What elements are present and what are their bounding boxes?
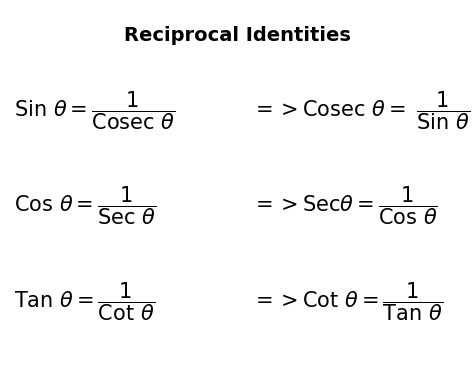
Text: $\mathrm{Sin}\ \theta = \dfrac{1}{\mathrm{Cosec}\ \theta}$: $\mathrm{Sin}\ \theta = \dfrac{1}{\mathr…: [14, 89, 176, 132]
Text: $=>\mathrm{Cosec}\ \theta =\ \dfrac{1}{\mathrm{Sin}\ \theta}$: $=>\mathrm{Cosec}\ \theta =\ \dfrac{1}{\…: [251, 89, 471, 132]
Text: Reciprocal Identities: Reciprocal Identities: [124, 26, 350, 45]
Text: $\mathrm{Tan}\ \theta{=}\dfrac{1}{\mathrm{Cot}\ \theta}$: $\mathrm{Tan}\ \theta{=}\dfrac{1}{\mathr…: [14, 280, 155, 323]
Text: $=>\mathrm{Sec}\theta{=}\dfrac{1}{\mathrm{Cos}\ \theta}$: $=>\mathrm{Sec}\theta{=}\dfrac{1}{\mathr…: [251, 185, 438, 227]
Text: $=>\mathrm{Cot}\ \theta{=}\dfrac{1}{\mathrm{Tan}\ \theta}$: $=>\mathrm{Cot}\ \theta{=}\dfrac{1}{\mat…: [251, 280, 444, 323]
Text: $\mathrm{Cos}\ \theta{=}\dfrac{1}{\mathrm{Sec}\ \theta}$: $\mathrm{Cos}\ \theta{=}\dfrac{1}{\mathr…: [14, 185, 157, 227]
